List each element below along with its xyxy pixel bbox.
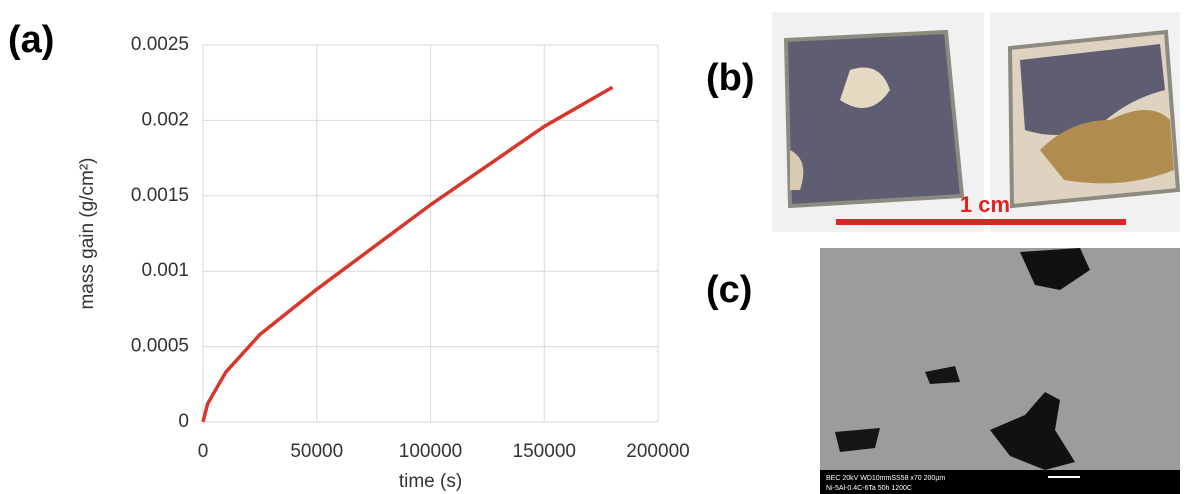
scale-label: 1 cm bbox=[960, 192, 1010, 217]
y-tick-label: 0.001 bbox=[141, 260, 189, 281]
sample bbox=[786, 32, 962, 206]
y-tick-label: 0.0005 bbox=[131, 336, 189, 357]
x-tick-label: 100000 bbox=[399, 441, 462, 462]
x-tick-label: 200000 bbox=[626, 441, 689, 462]
y-tick-label: 0 bbox=[178, 411, 189, 432]
y-tick-label: 0.002 bbox=[141, 109, 189, 130]
sem-bg bbox=[820, 248, 1180, 494]
data-line bbox=[203, 87, 613, 422]
plot: 0 0.0005 0.001 0.0015 0.002 0.0025 0 50000 10000… bbox=[77, 34, 690, 492]
panel-label: (c) bbox=[706, 269, 752, 311]
x-tick-label: 150000 bbox=[513, 441, 576, 462]
y-tick-label: 0.0025 bbox=[131, 34, 189, 55]
sem-info: Ni-5Al-0.4C-6Ta 50h 1200C bbox=[826, 485, 912, 492]
sem-image: BEC 20kV WD10mmSS58 x70 200µm Ni-5Al-0.4… bbox=[820, 248, 1180, 494]
panel-label: (a) bbox=[8, 19, 54, 61]
y-axis-label: mass gain (g/cm²) bbox=[77, 157, 98, 309]
sem-info: BEC 20kV WD10mmSS58 x70 200µm bbox=[826, 475, 945, 482]
x-tick-label: 50000 bbox=[290, 441, 343, 462]
photo: 1 cm bbox=[772, 12, 1180, 232]
x-tick-label: 0 bbox=[198, 441, 209, 462]
y-tick-label: 0.0015 bbox=[131, 185, 189, 206]
figure: (a) (b) (c) 1 cm BEC 20kV WD10mmSS58 x70… bbox=[0, 0, 1197, 494]
x-axis-label: time (s) bbox=[399, 471, 462, 492]
panel-label: (b) bbox=[706, 57, 755, 99]
